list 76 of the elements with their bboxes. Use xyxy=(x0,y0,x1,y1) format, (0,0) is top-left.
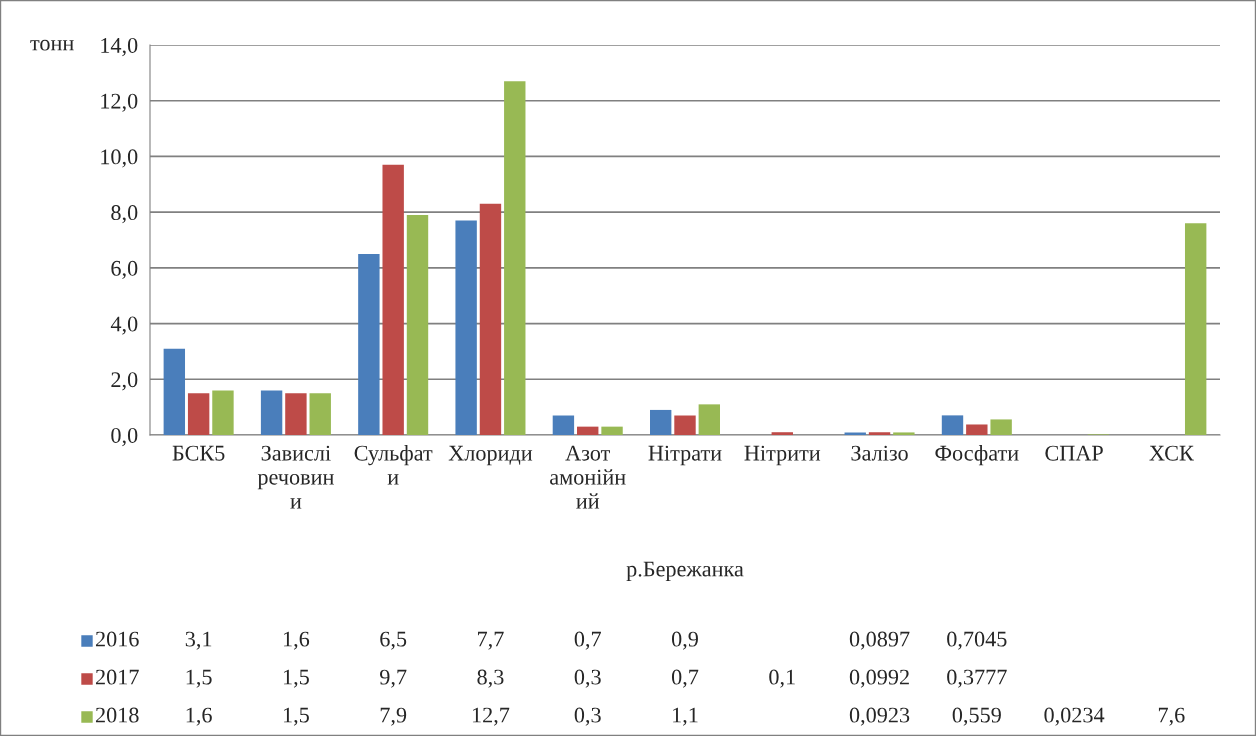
data-label: 0,3 xyxy=(574,669,601,688)
y-tick-label: 12,0 xyxy=(101,93,138,112)
data-label: 8,3 xyxy=(477,669,504,688)
data-label: 1,6 xyxy=(186,707,212,726)
bar xyxy=(649,409,672,435)
bar xyxy=(187,393,210,435)
data-label: 9,7 xyxy=(380,669,407,688)
bar xyxy=(1184,223,1207,435)
bar xyxy=(698,404,721,435)
data-label: 0,0992 xyxy=(849,669,909,688)
bar xyxy=(966,424,988,435)
data-label: 12,7 xyxy=(472,707,510,726)
data-label: 1,1 xyxy=(673,707,698,726)
bar xyxy=(163,348,186,435)
data-label: 1,5 xyxy=(283,669,309,688)
bar xyxy=(674,415,696,435)
x-tick-label: БСК5 xyxy=(172,445,225,461)
bar xyxy=(285,393,307,435)
y-tick-label: 4,0 xyxy=(110,316,138,335)
bar xyxy=(577,426,599,435)
data-label: 0,1 xyxy=(769,669,795,688)
x-tick-label: Завислі речовини xyxy=(257,445,334,509)
bar xyxy=(406,214,429,435)
data-label: 7,9 xyxy=(380,707,407,726)
bar xyxy=(893,432,915,435)
data-label: 1,5 xyxy=(186,669,212,688)
bar xyxy=(212,390,234,435)
bar xyxy=(382,164,404,435)
data-label: 7,6 xyxy=(1158,707,1185,726)
data-label: 0,9 xyxy=(671,631,698,650)
data-label: 1,5 xyxy=(283,707,309,726)
bar xyxy=(260,390,283,435)
data-label: 0,7 xyxy=(671,669,699,688)
data-label: 7,7 xyxy=(478,631,504,650)
bar xyxy=(504,81,526,435)
y-tick-label: 2,0 xyxy=(111,372,138,391)
x-tick-label: ХСК xyxy=(1149,445,1194,461)
data-label: 0,559 xyxy=(952,707,1001,726)
data-label: 0,7 xyxy=(574,631,601,650)
y-tick-label: 10,0 xyxy=(101,149,138,168)
data-label: 3,1 xyxy=(185,631,212,650)
y-tick-label: 6,0 xyxy=(111,260,138,279)
bar xyxy=(941,415,964,435)
data-label: 0,0234 xyxy=(1044,707,1105,726)
bar xyxy=(552,415,575,435)
y-tick-label: 0,0 xyxy=(111,427,138,447)
bar xyxy=(479,203,502,435)
bar xyxy=(309,393,331,435)
bar xyxy=(868,432,891,435)
data-label: 6,5 xyxy=(380,631,407,650)
legend-label: 2018 xyxy=(95,707,139,723)
legend-label: 2017 xyxy=(95,669,139,685)
x-tick-label: СПАР xyxy=(1045,445,1103,461)
data-label: 0,7045 xyxy=(947,631,1007,650)
y-tick-label: 8,0 xyxy=(111,205,138,224)
x-tick-label: Нітрати xyxy=(648,445,722,466)
data-label: 0,3777 xyxy=(947,669,1007,688)
x-axis-title: р.Бережанка xyxy=(626,561,744,582)
data-label: 1,6 xyxy=(283,631,310,650)
x-tick-label: Нітрити xyxy=(744,445,821,466)
bar xyxy=(601,426,623,435)
data-label: 0,0897 xyxy=(849,631,910,650)
bar xyxy=(455,220,477,435)
x-tick-label: Залізо xyxy=(851,445,908,461)
bar xyxy=(358,253,380,435)
legend-label: 2016 xyxy=(95,631,139,647)
bar xyxy=(771,432,793,435)
data-label: 0,3 xyxy=(574,707,601,726)
x-tick-label: Сульфати xyxy=(354,445,433,485)
bar xyxy=(990,419,1012,435)
x-tick-label: Азот амонійний xyxy=(550,445,626,509)
x-tick-label: Фосфати xyxy=(935,445,1019,466)
x-tick-label: Хлориди xyxy=(448,445,533,466)
y-axis-title: тонн xyxy=(30,39,74,51)
y-tick-label: 14,0 xyxy=(101,37,138,57)
data-label: 0,0923 xyxy=(849,707,910,726)
